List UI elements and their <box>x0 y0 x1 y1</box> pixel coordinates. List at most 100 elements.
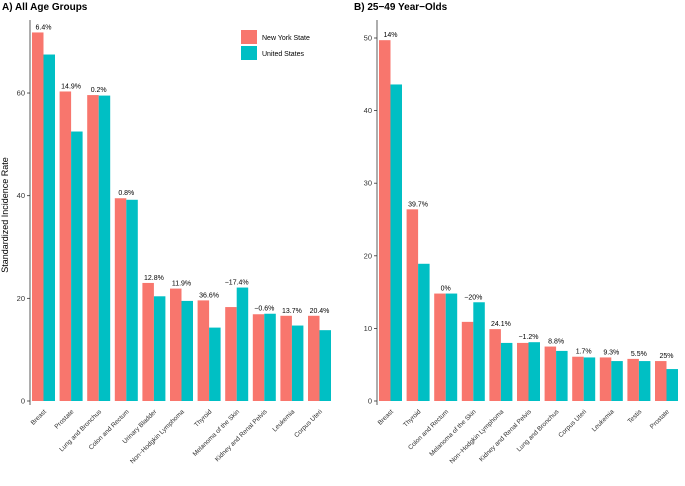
panel-a-category-label-10: Corpus Uteri <box>293 408 324 439</box>
panel-b-category-label-10: Prostate <box>649 408 671 430</box>
panel-a-data-labels: 6.4% 14.9% 0.2% 0.8% 12.8% 11.9% 36.6% −17.4% −0… <box>36 24 330 314</box>
panel-a-category-label-0: Breast <box>30 408 48 426</box>
panel-b-tick-label-5: 50 <box>364 34 372 43</box>
legend: New York State United States <box>241 30 310 60</box>
panel-b-y-ticks: 0 10 20 30 40 50 <box>364 34 377 406</box>
panel-a-data-label-0: 6.4% <box>36 24 52 31</box>
panel-b-data-label-3: −20% <box>464 294 482 301</box>
panel-a-data-label-4: 12.8% <box>144 275 164 282</box>
panel-b-data-label-2: 0% <box>441 286 451 293</box>
panel-b-bar-ny-10 <box>655 361 667 401</box>
panel-a-bar-us-1 <box>71 131 83 401</box>
panel-a-bar-ny-7 <box>225 307 237 401</box>
panel-a-bar-us-8 <box>264 313 276 401</box>
panel-a-bar-ny-6 <box>197 300 210 401</box>
panel-b-data-labels: 14% 39.7% 0% −20% 24.1% −1.2% 8.8% 1.7% 9.3% 5.5%… <box>383 32 673 360</box>
panel-b-bar-us-2 <box>445 293 458 401</box>
panel-a-bar-ny-4 <box>142 282 154 401</box>
panel-b-data-label-4: 24.1% <box>491 321 511 328</box>
panel-b-bar-ny-7 <box>572 356 584 401</box>
panel-b-data-label-1: 39.7% <box>408 201 428 208</box>
panel-b-title: B) 25−49 Year−Olds <box>354 2 448 13</box>
panel-a-data-label-3: 0.8% <box>118 190 134 197</box>
panel-b-data-label-9: 5.5% <box>631 351 647 358</box>
panel-a-category-label-5: Non−Hodgkin Lymphoma <box>129 408 186 465</box>
panel-b-tick-label-1: 10 <box>364 324 372 333</box>
panel-b-category-label-7: Corpus Uteri <box>557 408 588 439</box>
panel-b-tick-label-2: 20 <box>364 251 372 260</box>
panel-a-category-label-9: Leukemia <box>271 408 296 433</box>
panel-a-data-label-7: −17.4% <box>225 280 249 287</box>
panel-b-bar-ny-0 <box>379 40 391 401</box>
panel-b-category-label-5: Kidney and Renal Pelvis <box>478 408 533 463</box>
panel-b-category-label-0: Breast <box>377 408 395 426</box>
panel-b-bars <box>379 40 678 402</box>
panel-a-bar-ny-8 <box>252 314 265 401</box>
legend-ny-swatch <box>241 30 257 44</box>
panel-b-bar-us-9 <box>638 361 651 401</box>
panel-a: A) All Age Groups 0 20 40 60 6.4% 14.9% 0.2% 0… <box>2 2 331 465</box>
panel-a-category-label-8: Kidney and Renal Pelvis <box>214 408 269 463</box>
panel-b-category-label-9: Testis <box>627 408 644 425</box>
panel-b-category-label-4: Non−Hodgkin Lymphoma <box>449 408 506 465</box>
panel-a-y-ticks: 0 20 40 60 <box>17 89 30 406</box>
panel-b-bar-us-3 <box>473 302 485 401</box>
panel-a-bar-us-3 <box>126 199 138 401</box>
panel-b-bar-ny-9 <box>627 358 639 401</box>
panel-b-bar-ny-6 <box>544 346 557 401</box>
panel-a-data-label-5: 11.9% <box>172 281 191 288</box>
panel-a-bar-ny-5 <box>170 288 182 401</box>
panel-b-bar-us-4 <box>500 342 513 401</box>
panel-b-bar-ny-8 <box>599 357 612 401</box>
panel-a-category-label-6: Thyroid <box>193 408 214 429</box>
panel-a-bar-ny-10 <box>308 315 320 401</box>
panel-a-bars <box>32 32 331 402</box>
panel-b-bar-us-6 <box>556 350 568 401</box>
panel-b-bar-us-10 <box>666 369 678 401</box>
panel-a-data-label-8: −0.6% <box>254 306 274 313</box>
panel-b-bar-ny-1 <box>406 209 419 401</box>
panel-a-bar-us-6 <box>209 327 221 401</box>
legend-ny-label: New York State <box>262 35 310 42</box>
panel-a-tick-label-0: 0 <box>21 397 25 406</box>
panel-b: B) 25−49 Year−Olds 0 10 20 30 40 50 14% 39.7% 0… <box>354 2 678 465</box>
panel-a-bar-ny-9 <box>280 315 292 401</box>
panel-a-bar-us-9 <box>291 325 304 401</box>
panel-b-data-label-0: 14% <box>383 32 397 39</box>
panel-a-bar-us-0 <box>43 54 55 402</box>
panel-b-bar-ny-2 <box>434 293 446 401</box>
panel-a-tick-label-3: 60 <box>17 89 25 98</box>
panel-b-data-label-7: 1.7% <box>576 349 592 356</box>
panel-b-tick-label-0: 0 <box>368 397 372 406</box>
panel-b-bar-ny-5 <box>517 342 529 401</box>
panel-b-bar-ny-3 <box>461 321 474 401</box>
panel-b-data-label-8: 9.3% <box>603 349 619 356</box>
panel-a-bar-ny-3 <box>114 198 127 401</box>
panel-a-bar-us-10 <box>319 330 331 401</box>
panel-a-data-label-6: 36.6% <box>199 292 219 299</box>
legend-us-swatch <box>241 46 257 60</box>
panel-a-bar-ny-0 <box>32 32 44 402</box>
panel-a-data-label-10: 20.4% <box>310 308 330 315</box>
panel-a-tick-label-2: 40 <box>17 191 25 200</box>
panel-a-data-label-9: 13.7% <box>282 308 302 315</box>
panel-b-bar-us-7 <box>583 357 596 401</box>
panel-b-bar-us-0 <box>390 84 402 402</box>
panel-a-tick-label-1: 20 <box>17 294 25 303</box>
panel-b-bar-ny-4 <box>489 329 501 401</box>
panel-a-data-label-1: 14.9% <box>61 83 81 90</box>
panel-b-tick-label-3: 30 <box>364 179 372 188</box>
panel-b-data-label-5: −1.2% <box>518 334 538 341</box>
panel-b-bar-us-8 <box>611 361 623 401</box>
panel-b-data-label-6: 8.8% <box>548 339 564 346</box>
panel-a-category-label-1: Prostate <box>53 408 75 430</box>
panel-b-category-label-1: Thyroid <box>402 408 423 429</box>
panel-a-bar-ny-2 <box>87 95 99 402</box>
panel-b-data-label-10: 25% <box>659 353 673 360</box>
panel-a-bar-ny-1 <box>59 91 72 401</box>
panel-a-bar-us-2 <box>98 95 111 402</box>
panel-a-bar-us-5 <box>181 300 193 401</box>
